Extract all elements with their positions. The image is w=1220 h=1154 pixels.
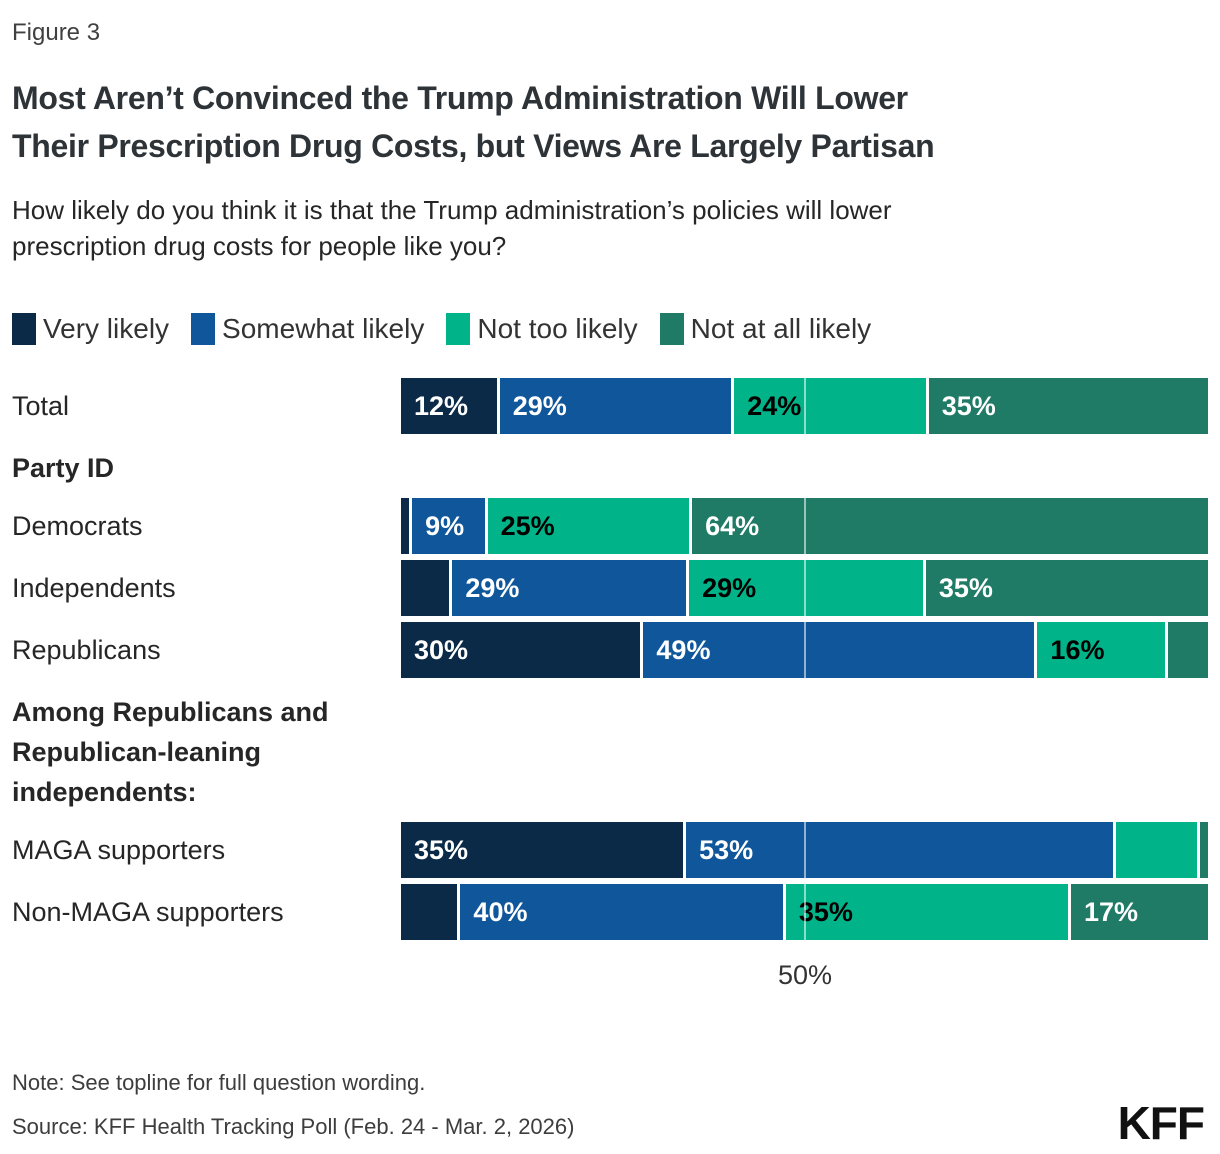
bar-segment [401,560,450,616]
chart-row: Independents 29% 29% 35% [12,560,1208,616]
bar-segment-label: 40% [473,896,528,927]
row-label: Total [12,390,70,421]
chart-row: Democrats 9% 25% 64% [12,498,1208,554]
bar-segment: 53% [686,822,1114,878]
chart-row: Republicans 30% 49% 16% [12,622,1209,678]
stacked-bar: 40% 35% 17% [401,884,1208,940]
bar-segment-label: 9% [425,510,465,541]
legend-label: Somewhat likely [222,313,425,344]
bar-segment: 16% [1037,622,1166,678]
legend-swatch-not-at-all-likely [659,313,684,345]
bar-segment: 35% [928,378,1208,434]
legend-swatch-somewhat-likely [191,313,216,345]
bar-segment-label: 49% [656,634,711,665]
row-label: Independents [12,572,176,603]
bar-segment-label: 30% [414,634,469,665]
bar-segment: 9% [412,498,485,554]
stacked-bar: 29% 29% 35% [401,560,1208,616]
bar-segment: 24% [734,378,926,434]
legend-item-somewhat-likely: Somewhat likely [191,313,424,345]
stacked-bar: 9% 25% 64% [401,498,1208,554]
bar-segment-label: 17% [1083,896,1139,927]
legend-swatch-not-too-likely [446,313,471,345]
bar-segment [401,498,410,554]
bar-segment: 35% [785,884,1068,940]
page-title: Most Aren’t Convinced the Trump Administ… [12,80,935,164]
x-axis: 50% [12,960,1208,996]
bar-segment: 29% [452,560,687,616]
stacked-bar: 35% 53% [401,822,1209,878]
row-label: Non-MAGA supporters [12,896,284,927]
bar-segment: 29% [689,560,923,616]
row-label: Republicans [12,634,161,665]
kff-logo: KFF [1117,1097,1205,1149]
source-text: Source: KFF Health Tracking Poll (Feb. 2… [12,1114,575,1139]
bar-segment-label: 53% [699,834,754,865]
bar-segment [1116,822,1197,878]
bar-segment: 17% [1070,884,1208,940]
bar-segment: 25% [487,498,690,554]
bar-segment-label: 29% [512,390,567,421]
stacked-bar: 30% 49% 16% [401,622,1209,678]
x-axis-tick-label: 50% [777,960,833,990]
bar-segment-label: 35% [938,572,993,603]
bar-segment-label: 29% [702,572,757,603]
bar-segment: 35% [925,560,1208,616]
section-header: Among Republicans and Republican-leaning… [12,697,329,807]
legend-label: Not too likely [477,313,638,344]
bar-segment: 49% [643,622,1035,678]
bar-segment: 12% [401,378,497,434]
stacked-bar: 12% 29% 24% 35% [401,378,1208,434]
bar-segment [401,884,458,940]
bar-segment-label: 16% [1050,634,1105,665]
legend-item-very-likely: Very likely [12,313,169,345]
bar-segment-label: 12% [414,390,469,421]
bar-segment: 30% [401,622,641,678]
bar-segment-label: 35% [798,896,853,927]
legend-item-not-too-likely: Not too likely [446,313,638,345]
chart-sections: Total 12% 29% 24% 35% Party ID Democrats 9% 25% 6… [12,378,1209,940]
bar-segment-label: 25% [500,510,555,541]
bar-segment-label: 64% [705,510,760,541]
legend-swatch-very-likely [12,313,36,345]
chart-row: Total 12% 29% 24% 35% [12,378,1208,434]
row-label: MAGA supporters [12,834,226,865]
chart-row: Non-MAGA supporters 40% 35% 17% [12,884,1208,940]
bar-segment: 40% [460,884,783,940]
note-text: Note: See topline for full question word… [12,1070,426,1095]
row-label: Democrats [12,510,143,541]
legend-label: Very likely [43,313,170,344]
legend-label: Not at all likely [690,313,872,344]
bar-segment: 29% [499,378,732,434]
figure-label: Figure 3 [12,19,101,46]
section-header: Party ID [12,453,115,483]
page-subtitle: How likely do you think it is that the T… [12,195,892,261]
chart-row: MAGA supporters 35% 53% [12,822,1209,878]
bar-segment-label: 35% [414,834,469,865]
stacked-bar-chart: Total 12% 29% 24% 35% Party ID Democrats 9% 25% 6… [12,378,1209,996]
bar-segment [1168,622,1209,678]
legend: Very likely Somewhat likely Not too like… [12,312,1208,346]
bar-segment-label: 35% [941,390,996,421]
legend-item-not-at-all-likely: Not at all likely [659,313,872,345]
bar-segment: 64% [692,498,1208,554]
bar-segment [1199,822,1209,878]
bar-segment-label: 24% [747,390,802,421]
bar-segment: 35% [401,822,684,878]
bar-segment-label: 29% [465,572,520,603]
